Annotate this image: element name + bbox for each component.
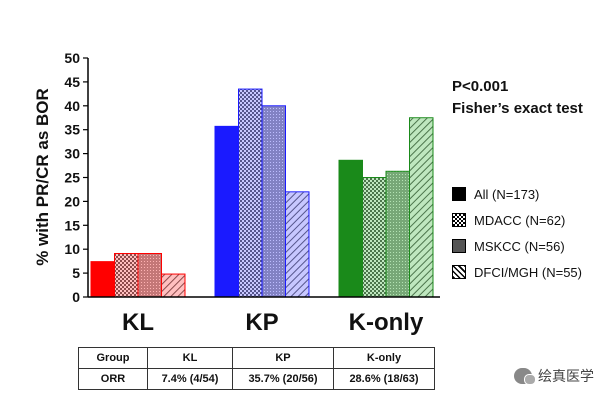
legend-item-all: All (N=173) <box>452 186 582 202</box>
table-header: K-only <box>333 347 435 369</box>
legend-swatch-solid <box>452 187 466 201</box>
legend-item-mdacc: MDACC (N=62) <box>452 212 582 228</box>
legend-label: MSKCC (N=56) <box>474 238 565 254</box>
table-cell: 35.7% (20/56) <box>232 368 334 390</box>
bar-pattern-overlay <box>386 171 409 297</box>
legend-swatch-checker <box>452 213 466 227</box>
p-value: P<0.001 <box>452 78 509 95</box>
bar-pattern-overlay <box>262 106 285 297</box>
table-cell: 28.6% (18/63) <box>333 368 435 390</box>
y-tick-label: 15 <box>64 217 80 233</box>
table-cell: ORR <box>78 368 148 390</box>
legend-swatch-diagonal <box>452 265 466 279</box>
y-axis-label: % with PR/CR as BOR <box>33 88 52 266</box>
legend-swatch-dots <box>452 239 466 253</box>
y-tick-label: 50 <box>64 50 80 66</box>
table-header: KP <box>232 347 334 369</box>
table-cell: 7.4% (4/54) <box>147 368 233 390</box>
watermark-text: 绘真医学 <box>538 368 594 384</box>
y-tick-label: 10 <box>64 241 80 257</box>
y-tick-label: 45 <box>64 74 80 90</box>
y-tick-label: 5 <box>72 265 80 281</box>
wechat-icon <box>514 368 536 385</box>
table-header: KL <box>147 347 233 369</box>
bar-pattern-overlay <box>363 178 386 297</box>
bar-pattern-overlay <box>115 254 138 297</box>
table-row: ORR 7.4% (4/54) 35.7% (20/56) 28.6% (18/… <box>78 368 435 390</box>
x-category-label: K-only <box>349 309 424 336</box>
x-category-label: KL <box>122 309 154 336</box>
y-tick-label: 40 <box>64 98 80 114</box>
bar-pattern-overlay <box>138 254 161 297</box>
y-tick-label: 0 <box>72 289 80 305</box>
legend-item-mskcc: MSKCC (N=56) <box>452 238 582 254</box>
test-name: Fisher’s exact test <box>452 100 583 117</box>
y-tick-label: 25 <box>64 170 80 186</box>
x-category-label: KP <box>245 309 278 336</box>
legend-label: All (N=173) <box>474 186 540 202</box>
table-header-row: Group KL KP K-only <box>78 347 435 369</box>
table-header: Group <box>78 347 148 369</box>
bar-kl-solid <box>90 261 115 298</box>
y-tick-label: 35 <box>64 122 80 138</box>
legend: All (N=173) MDACC (N=62) MSKCC (N=56) DF… <box>452 186 582 290</box>
bar-pattern-overlay <box>286 192 309 297</box>
bar-pattern-overlay <box>239 89 262 297</box>
y-tick-label: 30 <box>64 146 80 162</box>
watermark: 绘真医学 <box>514 366 594 386</box>
bar-k-only-solid <box>338 159 363 298</box>
y-tick-label: 20 <box>64 193 80 209</box>
legend-label: DFCI/MGH (N=55) <box>474 264 582 280</box>
orr-summary-table: Group KL KP K-only ORR 7.4% (4/54) 35.7%… <box>78 347 435 390</box>
bar-kp-solid <box>214 125 239 298</box>
legend-item-dfci: DFCI/MGH (N=55) <box>452 264 582 280</box>
statistics-annotation: P<0.001 Fisher’s exact test <box>452 76 583 120</box>
legend-label: MDACC (N=62) <box>474 212 566 228</box>
bar-pattern-overlay <box>162 274 185 297</box>
bar-pattern-overlay <box>410 118 433 297</box>
